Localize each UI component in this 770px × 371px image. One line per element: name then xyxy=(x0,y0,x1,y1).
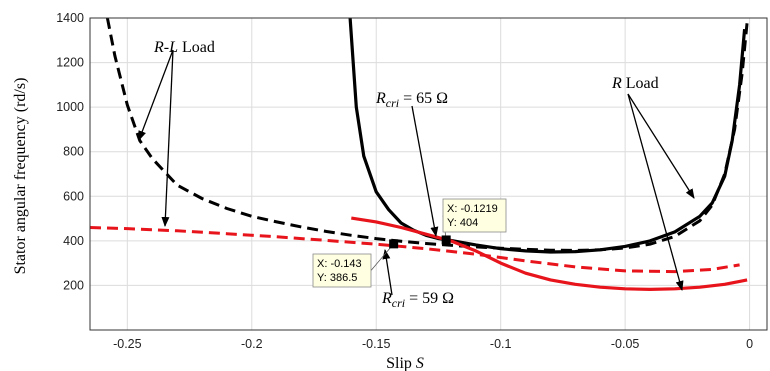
rl-load-arrow-1 xyxy=(138,49,174,141)
x-axis-label: Slip S xyxy=(386,355,424,371)
rcri-59-arrow xyxy=(382,249,393,296)
axes: -0.25 -0.2 -0.15 -0.1 -0.05 0 200 400 600 800 1000… xyxy=(56,11,768,351)
y-tick-label: 1200 xyxy=(56,56,84,70)
rcri-65-label: Rcri = 65 Ω xyxy=(375,90,448,110)
rl-load-red-dashed-curve xyxy=(90,226,740,274)
annotations: R-L Load R Load Rcri = 65 Ω Rcri = 59 Ω xyxy=(138,39,695,310)
rl-load-black-dashed-curve xyxy=(105,18,749,252)
y-tick-label: 1400 xyxy=(56,11,84,25)
grid-lines xyxy=(90,17,767,330)
y-tick-label: 1000 xyxy=(56,100,84,114)
y-tick-label: 400 xyxy=(63,234,84,248)
r-load-black-solid-curve xyxy=(348,18,747,254)
datatip: X: -0.143 Y: 386.5 xyxy=(312,239,399,288)
curves xyxy=(90,18,749,291)
x-tick-label: -0.15 xyxy=(362,337,391,351)
y-tick-label: 600 xyxy=(63,189,84,203)
plot-frame xyxy=(89,17,768,331)
datatip: X: -0.1219 Y: 404 xyxy=(441,198,507,245)
datatips: X: -0.1219 Y: 404 X: -0.143 Y: 386.5 xyxy=(312,198,507,288)
y-tick-label: 200 xyxy=(63,278,84,292)
datatip-box xyxy=(442,198,507,233)
rcri-65-arrow xyxy=(411,105,439,237)
x-tick-label: -0.25 xyxy=(113,337,142,351)
datatip-marker xyxy=(441,235,451,245)
y-axis-label: Stator angular frequency (rd/s) xyxy=(12,78,29,275)
rcri-59-label: Rcri = 59 Ω xyxy=(381,290,454,310)
x-tick-label: -0.05 xyxy=(611,337,640,351)
x-tick-label: 0 xyxy=(746,337,753,351)
datatip-box xyxy=(312,253,372,288)
datatip-y-text: Y: 404 xyxy=(447,217,478,229)
rl-load-arrow-2 xyxy=(161,49,174,227)
r-load-arrow-2 xyxy=(627,93,684,291)
x-tick-label: -0.2 xyxy=(241,337,263,351)
r-load-red-solid-curve xyxy=(351,216,748,291)
datatip-y-text: Y: 386.5 xyxy=(317,272,357,284)
y-tick-label: 800 xyxy=(63,145,84,159)
r-load-arrow-1 xyxy=(627,93,695,199)
x-tick-label: -0.1 xyxy=(490,337,512,351)
datatip-x-text: X: -0.1219 xyxy=(447,203,498,215)
datatip-x-text: X: -0.143 xyxy=(317,258,362,270)
r-load-label: R Load xyxy=(611,75,659,92)
rl-load-label: R-L Load xyxy=(153,39,215,56)
datatip-marker xyxy=(389,239,399,249)
